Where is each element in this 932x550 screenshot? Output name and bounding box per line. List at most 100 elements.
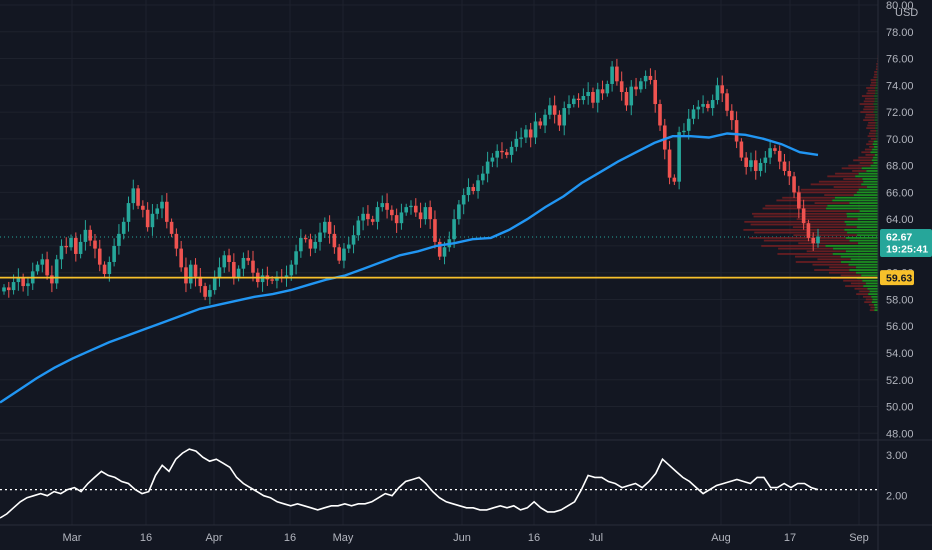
volume-profile-bar: [863, 108, 875, 111]
candle-body: [78, 241, 83, 254]
volume-profile-bar: [864, 116, 875, 119]
candle-body: [198, 276, 203, 287]
volume-profile-bar: [856, 191, 878, 194]
svg-text:59.63: 59.63: [886, 273, 912, 285]
candle-body: [385, 203, 389, 210]
indicator-tick-label: 3.00: [886, 450, 907, 462]
candle-body: [524, 129, 528, 138]
volume-profile-bar: [864, 148, 873, 151]
volume-profile-bar: [874, 97, 878, 100]
candle-body: [500, 150, 504, 153]
candle-body: [93, 240, 97, 249]
candle-body: [667, 149, 672, 178]
candle-body: [643, 75, 648, 82]
volume-profile-bar: [856, 226, 878, 229]
time-axis[interactable]: Mar 16 Apr 16 May Jun 16 Jul Aug 17 Sep: [63, 532, 869, 544]
volume-profile: [743, 49, 878, 312]
candle-body: [126, 203, 131, 222]
candle-body: [797, 192, 801, 209]
volume-profile-bar: [861, 274, 878, 277]
volume-profile-bar: [871, 295, 878, 298]
volume-profile-bar: [874, 154, 878, 156]
volume-profile-bar: [870, 164, 878, 167]
volume-profile-bar: [845, 236, 878, 239]
candle-body: [734, 120, 739, 142]
volume-profile-bar: [874, 119, 878, 122]
volume-profile-bar: [859, 103, 874, 105]
volume-profile-bar: [876, 79, 878, 81]
time-tick-label: Sep: [849, 532, 869, 544]
volume-profile-bar: [754, 231, 848, 234]
volume-profile-bar: [861, 167, 878, 170]
volume-profile-bar: [861, 151, 871, 154]
candle-body: [672, 177, 677, 182]
volume-profile-bar: [874, 306, 878, 309]
candle-body: [11, 282, 16, 291]
moving-average-line: [0, 132, 819, 404]
volume-profile-bar: [847, 231, 878, 234]
volume-profile-bar: [874, 73, 878, 76]
candle-body: [69, 237, 73, 248]
volume-profile-bar: [866, 143, 873, 146]
candle-body: [581, 96, 586, 101]
candle-body: [169, 221, 174, 234]
candle-body: [777, 150, 782, 162]
price-tick-label: 80.00: [886, 0, 914, 12]
candle-body: [528, 129, 533, 138]
volume-profile-bar: [856, 234, 878, 237]
candle-body: [634, 86, 638, 90]
candle-body: [624, 92, 629, 106]
price-tick-label: 50.00: [886, 402, 914, 414]
volume-profile-bar: [874, 309, 878, 312]
volume-profile-bar: [814, 269, 850, 271]
volume-profile-bar: [804, 210, 860, 213]
volume-profile-bar: [862, 279, 878, 282]
volume-profile-bar: [743, 228, 845, 231]
time-tick-label: May: [333, 532, 354, 544]
svg-text:19:25:41: 19:25:41: [886, 243, 928, 255]
volume-profile-bar: [867, 124, 876, 127]
svg-text:62.67: 62.67: [886, 231, 912, 243]
time-tick-label: Jul: [589, 532, 603, 544]
volume-profile-bar: [763, 239, 850, 242]
volume-profile-bar: [876, 137, 878, 140]
candle-body: [45, 259, 49, 276]
candle-body: [619, 81, 624, 92]
volume-profile-bar: [859, 162, 874, 164]
volume-profile-bar: [846, 215, 878, 218]
candle-body: [413, 205, 418, 213]
candle-body: [648, 75, 653, 80]
volume-profile-bar: [793, 234, 857, 237]
price-axis[interactable]: 80.00 78.00 76.00 74.00 72.00 70.00 68.00 66.00…: [886, 0, 914, 440]
candle-body: [361, 213, 365, 221]
volume-profile-bar: [876, 76, 878, 79]
volume-profile-bar: [864, 97, 875, 100]
volume-profile-bar: [875, 124, 878, 127]
time-tick-label: Mar: [63, 532, 82, 544]
volume-profile-bar: [870, 79, 877, 81]
candle-body: [165, 201, 169, 222]
volume-profile-bar: [865, 282, 878, 285]
volume-profile-bar: [829, 266, 857, 269]
time-tick-label: 16: [284, 532, 296, 544]
volume-profile-bar: [844, 228, 878, 231]
time-tick-label: 16: [528, 532, 540, 544]
volume-profile-bar: [872, 298, 878, 301]
volume-profile-bar: [854, 287, 868, 290]
volume-profile-bar: [833, 186, 867, 188]
candle-body: [131, 188, 136, 204]
candle-body: [112, 245, 116, 262]
volume-profile-bar: [868, 132, 876, 135]
price-tick-label: 76.00: [886, 54, 914, 66]
candle-body: [753, 160, 758, 171]
candle-body: [787, 170, 792, 177]
candle-body: [662, 125, 667, 150]
candle-body: [461, 195, 466, 205]
volume-profile-bar: [794, 255, 841, 258]
price-tick-label: 48.00: [886, 428, 914, 440]
volume-profile-bar: [875, 87, 878, 89]
volume-profile-bar: [792, 226, 857, 229]
candle-body: [193, 264, 198, 277]
volume-profile-bar: [833, 247, 878, 250]
